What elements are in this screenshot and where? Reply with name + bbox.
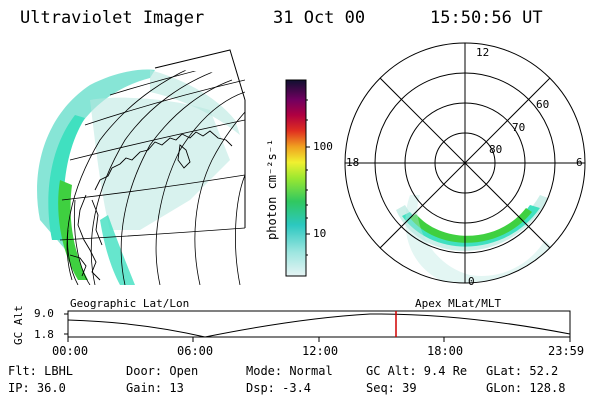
colorbar-ticks [306,99,310,256]
info-seq: Seq: 39 [366,381,417,395]
info-glat: GLat: 52.2 [486,364,559,378]
info-mode: Mode: Normal [246,364,333,378]
polar-grid [344,42,586,284]
xtick-0600: 06:00 [177,344,214,358]
time-label: 15:50:56 UT [430,8,543,28]
coastline [69,130,233,281]
alt-ylabel: GC Alt [12,305,25,345]
info-dsp: Dsp: -3.4 [246,381,312,395]
colorbar [285,79,307,277]
info-door: Door: Open [126,364,199,378]
info-gain: Gain: 13 [126,381,184,395]
info-flt: Flt: LBHL [8,364,74,378]
xtick-1200: 12:00 [302,344,339,358]
alt-ytick-high: 9.0 [34,307,54,320]
mlt-label-12: 12 [476,46,490,59]
xtick-1800: 18:00 [427,344,464,358]
alt-ticks [64,313,571,342]
alt-ytick-low: 1.8 [34,328,54,341]
mlt-label-18: 18 [346,156,360,169]
lat-label-80: 80 [489,143,503,156]
apex-label: Apex MLat/MLT [415,297,502,310]
date-label: 31 Oct 00 [273,8,366,28]
mlt-label-6: 6 [576,156,583,169]
info-glon: GLon: 128.8 [486,381,566,395]
lat-label-60: 60 [536,98,550,111]
info-ip: IP: 36.0 [8,381,66,395]
colorbar-unit-label: photon cm⁻²s⁻¹ [265,138,279,240]
geographic-outline [154,49,246,228]
instrument-title: Ultraviolet Imager [20,8,205,28]
polar-image [396,195,555,283]
colorbar-tick-100: 100 [313,140,333,153]
lat-label-70: 70 [512,121,526,134]
xtick-0000: 00:00 [52,344,89,358]
geographic-label: Geographic Lat/Lon [70,297,190,310]
colorbar-tick-10: 10 [313,227,327,240]
alt-plot-frame [67,310,571,338]
alt-curve [67,313,571,338]
mlt-label-0: 0 [468,275,475,288]
info-gcalt: GC Alt: 9.4 Re [366,364,468,378]
geographic-grid [59,68,246,285]
xtick-2359: 23:59 [548,344,585,358]
